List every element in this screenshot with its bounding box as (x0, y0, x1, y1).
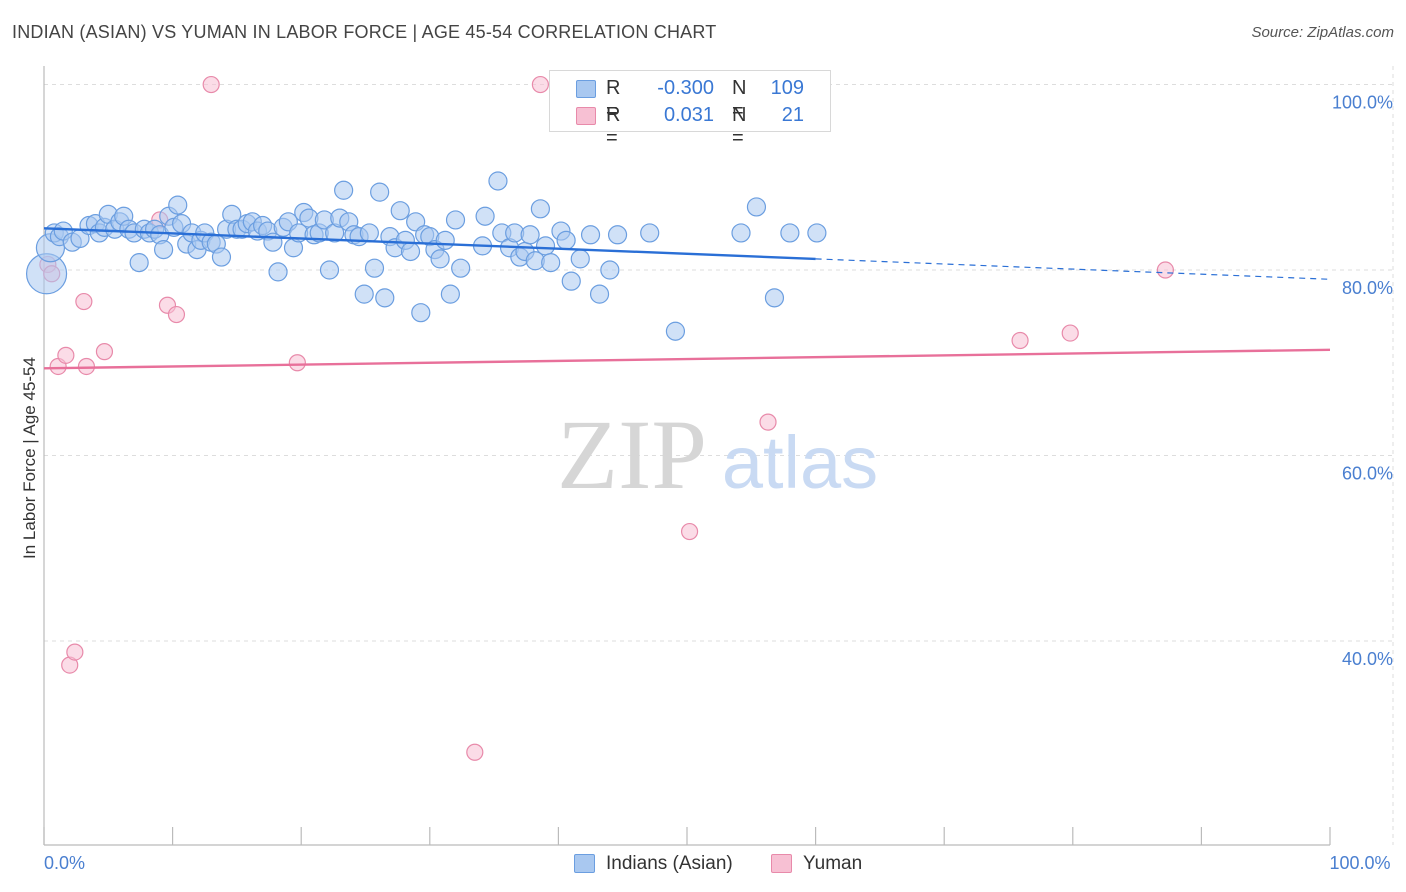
indian-point (390, 201, 410, 221)
indian-point (375, 288, 395, 308)
indian-point (400, 241, 421, 262)
indian-trend-extension (815, 258, 1331, 280)
indian-point (334, 180, 354, 200)
indian-point (354, 284, 374, 304)
indian-point (364, 258, 385, 278)
x-tick-label: 0.0% (44, 853, 85, 873)
yuman-point (288, 354, 306, 372)
yuman-point (1011, 331, 1029, 350)
indian-point (535, 236, 556, 256)
indian-points (25, 171, 827, 341)
yuman-point (167, 305, 186, 324)
yuman-point (1061, 324, 1079, 342)
y-tick-label: 80.0% (1342, 278, 1393, 298)
yuman-point (680, 522, 699, 541)
indian-point (556, 230, 576, 250)
indian-point (430, 249, 450, 269)
indian-point (406, 212, 426, 232)
n-label: N = (732, 77, 747, 122)
indian-point (607, 225, 628, 245)
watermark-zip: ZIP (557, 399, 707, 510)
indian-point (440, 284, 460, 304)
indian-point (268, 262, 288, 282)
y-tick-label: 100.0% (1332, 93, 1393, 113)
r-label: R = (606, 104, 621, 149)
indian-point (411, 303, 431, 323)
correlation-legend: R = -0.300 N = 109 R = 0.031 N = 21 (549, 70, 831, 149)
yuman-n-value: 21 (781, 104, 804, 126)
indian-point (475, 206, 495, 226)
yuman-point (759, 413, 777, 431)
yuman-point (95, 343, 114, 361)
x-tick-label: 100.0% (1329, 853, 1390, 873)
yuman-point (66, 643, 84, 661)
indian-r-value: -0.300 (657, 77, 714, 99)
indian-point (435, 230, 455, 250)
indian-point (211, 247, 232, 267)
yuman-legend-label: Yuman (803, 853, 863, 874)
gridlines (44, 66, 1394, 845)
source-credit: Source: ZipAtlas.com (1251, 24, 1394, 41)
r-label: R = (606, 77, 621, 122)
indian-point (780, 223, 800, 243)
indian-point (319, 260, 340, 280)
indian-trend-line (43, 227, 816, 261)
yuman-point (466, 743, 484, 761)
yuman-legend-swatch (771, 854, 792, 873)
indian-point (359, 223, 379, 243)
indian-point (746, 197, 767, 217)
indian-point (541, 253, 561, 273)
watermark-atlas: atlas (722, 421, 878, 504)
indian-point (451, 258, 471, 278)
indian-swatch (576, 80, 596, 98)
n-label: N = (732, 104, 747, 149)
indian-point (764, 288, 785, 308)
indian-legend-swatch (574, 854, 595, 873)
indian-point (168, 195, 188, 215)
chart-title: INDIAN (ASIAN) VS YUMAN IN LABOR FORCE |… (12, 22, 717, 42)
indian-point (520, 225, 540, 245)
watermark: ZIP atlas (557, 399, 878, 510)
indian-point (731, 223, 751, 243)
indian-point (807, 223, 827, 243)
indian-point (570, 249, 590, 269)
indian-point (530, 199, 550, 219)
indian-point (640, 223, 660, 243)
tick-labels: 40.0% 60.0% 80.0% 100.0% 0.0% 100.0% (44, 93, 1393, 873)
indian-point (600, 260, 620, 280)
indian-point (153, 240, 174, 260)
indian-point (665, 321, 686, 341)
axes (43, 66, 1331, 846)
indian-n-value: 109 (770, 77, 804, 99)
yuman-swatch (576, 107, 596, 125)
yuman-r-value: 0.031 (663, 104, 714, 126)
indian-point (561, 271, 581, 291)
y-tick-label: 40.0% (1342, 649, 1393, 669)
yuman-point (75, 292, 93, 311)
indian-point (370, 182, 390, 202)
indian-point (488, 171, 508, 191)
yuman-point (57, 346, 75, 364)
y-tick-label: 60.0% (1342, 464, 1393, 484)
indian-point (129, 253, 149, 273)
trend-lines (43, 227, 1331, 370)
yuman-point (1156, 261, 1174, 279)
yuman-trend-line (43, 348, 1331, 370)
indian-point (589, 284, 610, 304)
yuman-point (531, 75, 549, 94)
yuman-point (202, 75, 220, 94)
indian-point (580, 225, 601, 245)
indian-legend-label: Indians (Asian) (606, 853, 733, 874)
indian-point (445, 210, 466, 230)
